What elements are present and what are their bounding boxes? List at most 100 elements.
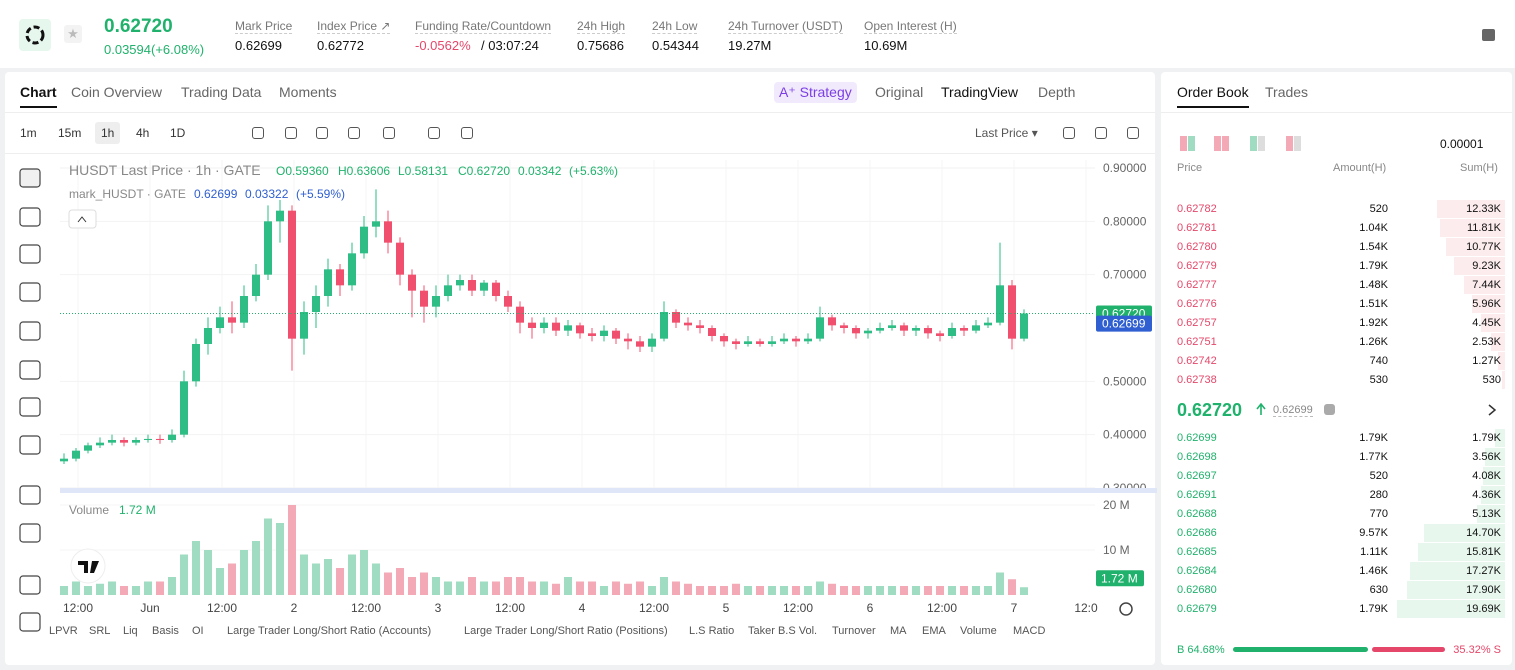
toolbar-icon[interactable] [1095,127,1107,139]
ob-layout-icon[interactable] [1214,136,1221,151]
candle-body [84,445,92,451]
toolbar-icon[interactable] [1063,127,1075,139]
tool-icon[interactable] [19,435,41,455]
indicator-tab[interactable]: Large Trader Long/Short Ratio (Accounts) [227,625,432,637]
interval[interactable]: 1m [20,126,37,140]
ob-sum: 17.90K [1466,584,1501,596]
candle-body [96,442,104,446]
indicator-tab[interactable]: Large Trader Long/Short Ratio (Positions… [464,625,668,637]
toolbar-icon[interactable] [348,127,360,139]
buy-ratio-bar [1233,647,1369,652]
tool-icon[interactable] [19,244,41,264]
view-option[interactable]: Original [875,84,924,100]
price-change: 0.03594(+6.08%) [104,42,205,57]
ob-sum: 530 [1482,374,1501,386]
volume-bar [540,581,548,595]
volume-bar [960,586,968,595]
view-option[interactable]: TradingView [941,84,1019,100]
indicator-tab[interactable]: Volume [960,625,997,637]
interval[interactable]: 1h [95,122,121,144]
tool-icon[interactable] [19,575,41,595]
indicator-tab[interactable]: MA [890,625,907,637]
ob-layout-icon[interactable] [1250,136,1257,151]
indicator-tab[interactable]: MACD [1013,625,1046,637]
depth-bar [1482,467,1505,485]
volume-bar [864,586,872,595]
indicator-tab[interactable]: Turnover [832,625,876,637]
toolbar-icon[interactable] [285,127,297,139]
stat-value: 0.54344 [652,38,699,53]
candle-body [696,325,704,328]
interval[interactable]: 15m [58,126,82,140]
tab[interactable]: Coin Overview [71,84,163,100]
ob-layout-icon[interactable] [1222,136,1229,151]
toolbar-icon[interactable] [428,127,440,139]
toolbar-icon[interactable] [316,127,328,139]
legend-ohlc: O0.59360 [276,164,329,178]
view-option[interactable]: Depth [1038,84,1076,100]
x-tick-label: 12:00 [207,601,237,615]
depth-bar [1445,238,1505,256]
x-tick-label: 12:00 [639,601,669,615]
candle-body [288,210,296,339]
indicator-tab[interactable]: L.S Ratio [689,625,735,637]
volume-bar [624,583,632,595]
ob-column: Amount(H) [1333,162,1387,174]
toolbar-icon[interactable] [1127,127,1139,139]
ob-layout-icon[interactable] [1188,136,1195,151]
tool-icon[interactable] [19,523,41,543]
strategy-pill[interactable]: A⁺ Strategy [774,82,857,103]
candle-body [1008,285,1016,339]
interval[interactable]: 1D [170,126,186,140]
ob-price: 0.62782 [1177,203,1217,215]
ob-sum: 19.69K [1466,603,1501,615]
candle-body [648,338,656,347]
volume-bar [852,586,860,595]
ob-layout-icon[interactable] [1286,136,1293,151]
favorite-star[interactable]: ★ [64,25,82,43]
tool-icon[interactable] [19,612,41,632]
ob-layout-icon[interactable] [1258,136,1265,151]
tool-icon[interactable] [19,485,41,505]
tool-icon[interactable] [19,282,41,302]
indicator-tab[interactable]: OI [192,625,204,637]
toolbar-icon[interactable] [252,127,264,139]
ob-tab[interactable]: Trades [1265,84,1309,100]
tool-icon[interactable] [19,207,41,227]
ob-layout-icon[interactable] [1180,136,1187,151]
price-source[interactable]: Last Price ▾ [975,126,1038,140]
indicator-tab[interactable]: Liq [123,625,138,637]
tool-icon[interactable] [19,397,41,417]
indicator-tab[interactable]: LPVR [49,625,78,637]
candle-body [240,296,248,323]
tool-icon[interactable] [19,321,41,341]
toolbar-icon[interactable] [383,127,395,139]
stat-value: 0.75686 [577,38,624,53]
candle-body [492,282,500,296]
ob-sum: 7.44K [1472,279,1501,291]
volume-bar [576,581,584,595]
ob-precision[interactable]: 0.00001 [1440,137,1484,151]
tool-icon[interactable] [19,360,41,380]
ob-amount: 1.79K [1359,603,1388,615]
ob-layout-icon[interactable] [1294,136,1301,151]
candle-body [144,438,152,440]
ob-tab[interactable]: Order Book [1177,84,1249,108]
volume-bar [120,586,128,595]
tool-icon[interactable] [19,168,41,188]
y-tick-label: 0.70000 [1103,268,1147,282]
settings-icon[interactable] [1482,29,1495,41]
indicator-tab[interactable]: EMA [922,625,946,637]
indicator-tab[interactable]: Taker B.S Vol. [748,625,818,637]
collapse-button [68,209,97,229]
volume-bar [264,518,272,595]
tab[interactable]: Moments [279,84,337,100]
indicator-tab[interactable]: Basis [152,625,179,637]
toolbar-icon[interactable] [461,127,473,139]
tab[interactable]: Chart [20,84,57,108]
tab[interactable]: Trading Data [181,84,262,100]
indicator-tab[interactable]: SRL [89,625,111,637]
stat-label: Funding Rate/Countdown [415,19,552,34]
x-tick-label: 12:00 [495,601,525,615]
interval[interactable]: 4h [136,126,150,140]
